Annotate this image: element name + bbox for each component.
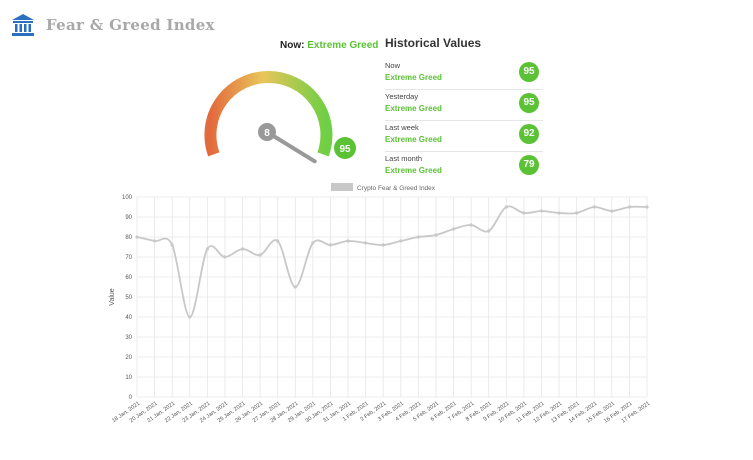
data-point: [522, 211, 526, 215]
data-point: [346, 239, 350, 243]
y-tick-label: 80: [125, 235, 132, 241]
y-tick-label: 70: [125, 255, 132, 261]
y-tick-label: 0: [129, 395, 133, 401]
fear-greed-history-chart: Crypto Fear & Greed Index 0 10 20 30 40 50 60 70…: [109, 183, 651, 425]
data-point: [170, 243, 174, 247]
gauge-hub: [258, 123, 276, 141]
y-axis-title: Value: [109, 288, 116, 305]
y-tick-label: 100: [122, 195, 133, 201]
legend-swatch: [331, 183, 353, 191]
data-point: [627, 205, 632, 209]
data-point: [223, 255, 227, 259]
historical-title: Historical Values: [385, 36, 482, 50]
gauge-needle: [265, 130, 317, 164]
gauge-score-badge: [334, 137, 356, 159]
now-value: Extreme Greed: [307, 40, 379, 51]
row-label: Yesterday: [385, 92, 419, 101]
page-title: Fear & Greed Index: [46, 16, 215, 34]
row-classification: Extreme Greed: [385, 73, 442, 82]
data-point: [135, 235, 139, 239]
data-point: [645, 205, 649, 209]
now-label: Now:: [280, 40, 305, 51]
y-tick-label: 20: [125, 355, 132, 361]
header: Fear & Greed Index: [10, 10, 215, 40]
row-classification: Extreme Greed: [385, 135, 442, 144]
y-tick-label: 30: [125, 335, 132, 341]
historical-values: Historical Values Now Extreme Greed 95 Y…: [385, 36, 543, 183]
data-point: [364, 241, 368, 245]
y-tick-label: 60: [125, 275, 132, 281]
data-point: [451, 227, 456, 231]
data-point: [293, 285, 297, 289]
row-label: Last month: [385, 154, 423, 163]
y-tick-label: 50: [125, 295, 132, 301]
data-point: [328, 243, 333, 247]
gauge-center-value: 8: [264, 128, 270, 139]
data-point: [592, 205, 596, 209]
data-point: [434, 233, 438, 237]
historical-row-last-week: Last week Extreme Greed 92: [385, 122, 543, 152]
y-tick-label: 40: [125, 315, 132, 321]
series-line: [136, 205, 648, 318]
gauge-arc: [204, 71, 333, 157]
data-point: [487, 229, 491, 233]
data-point: [399, 239, 403, 243]
row-value-badge: 92: [519, 124, 539, 144]
now-indicator: Now: Extreme Greed: [280, 40, 378, 51]
data-point: [205, 247, 209, 251]
data-point: [504, 205, 508, 209]
row-classification: Extreme Greed: [385, 166, 442, 175]
data-point: [610, 209, 614, 213]
row-value-badge: 79: [519, 155, 539, 175]
y-tick-label: 90: [125, 215, 132, 221]
data-point: [469, 223, 473, 227]
row-classification: Extreme Greed: [385, 104, 442, 113]
data-point: [276, 239, 280, 243]
gauge-score-value: 95: [339, 144, 351, 155]
data-point: [416, 235, 420, 239]
data-point: [539, 209, 544, 213]
row-label: Now: [385, 61, 401, 70]
data-point: [557, 211, 561, 215]
bank-icon: [12, 14, 34, 36]
row-value-badge: 95: [519, 62, 539, 82]
historical-row-now: Now Extreme Greed 95: [385, 60, 543, 90]
fear-greed-gauge: 8 95: [204, 71, 356, 164]
data-point: [188, 315, 192, 319]
historical-row-yesterday: Yesterday Extreme Greed 95: [385, 91, 543, 121]
legend-label: Crypto Fear & Greed Index: [357, 185, 436, 192]
row-value-badge: 95: [519, 93, 539, 113]
y-tick-label: 10: [125, 375, 132, 381]
historical-row-last-month: Last month Extreme Greed 79: [385, 153, 543, 182]
data-point: [575, 211, 579, 215]
data-point: [240, 247, 245, 251]
data-point: [152, 239, 157, 243]
data-point: [381, 243, 385, 247]
data-point: [258, 253, 262, 257]
row-label: Last week: [385, 123, 419, 132]
data-point: [311, 241, 315, 245]
